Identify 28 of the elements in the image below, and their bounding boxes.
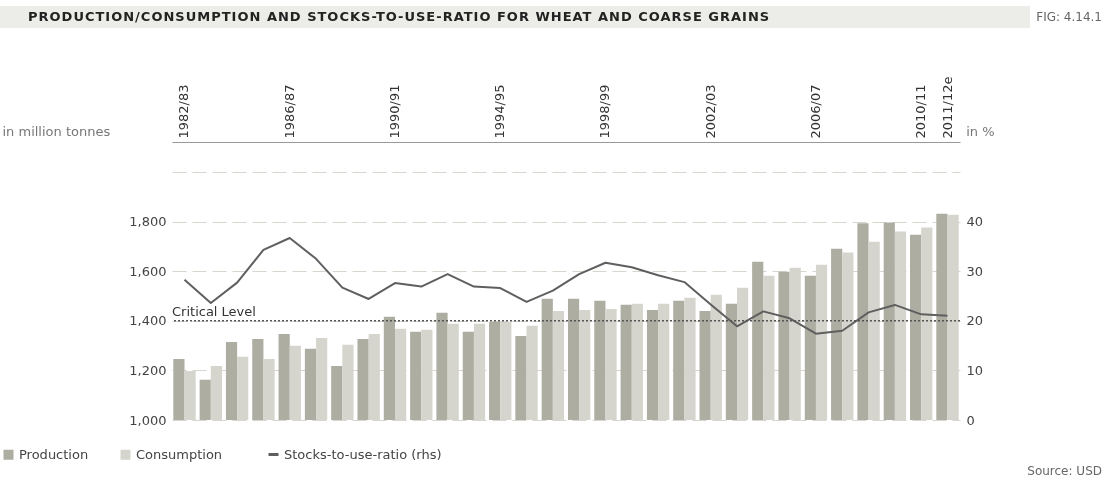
y2-tick-label: 30: [966, 263, 984, 279]
x-tick-label: 1994/95: [492, 84, 508, 139]
x-tick-label: 2002/03: [702, 84, 718, 139]
x-tick-label: 1986/87: [281, 84, 297, 139]
y2-tick-label: 10: [966, 362, 984, 378]
y2-tick-label: 20: [966, 313, 984, 329]
y-tick-label: 1,000: [129, 412, 167, 428]
legend-label: Stocks-to-use-ratio (rhs): [284, 446, 442, 462]
y-tick-label: 1,800: [129, 214, 167, 230]
y-tick-label: 1,200: [129, 362, 167, 378]
x-tick-label: 1998/99: [597, 84, 613, 139]
x-tick-label: 2010/11: [913, 84, 929, 139]
y2-axis-title: in %: [966, 123, 995, 139]
y-tick-label: 1,400: [129, 313, 167, 329]
source-note: Source: USD: [1027, 464, 1102, 478]
legend-label: Production: [19, 446, 89, 462]
legend-label: Consumption: [136, 446, 223, 462]
y2-tick-label: 40: [966, 214, 984, 230]
y-axis-title: in million tonnes: [2, 123, 111, 139]
x-tick-label: 2011/12e: [939, 76, 955, 139]
text: FIG: 4.14.1: [1036, 10, 1102, 24]
x-tick-label: 1990/91: [386, 84, 402, 139]
x-tick-label: 2006/07: [807, 84, 823, 139]
y2-tick-label: 0: [966, 412, 975, 428]
y-tick-label: 1,600: [129, 263, 167, 279]
x-tick-label: 1982/83: [176, 84, 192, 139]
ref-line-label: Critical Level: [172, 303, 256, 319]
chart-title: PRODUCTION/CONSUMPTION AND STOCKS-TO-USE-RATIO FOR WHEAT AND COARSE GRAINS: [0, 6, 1030, 28]
